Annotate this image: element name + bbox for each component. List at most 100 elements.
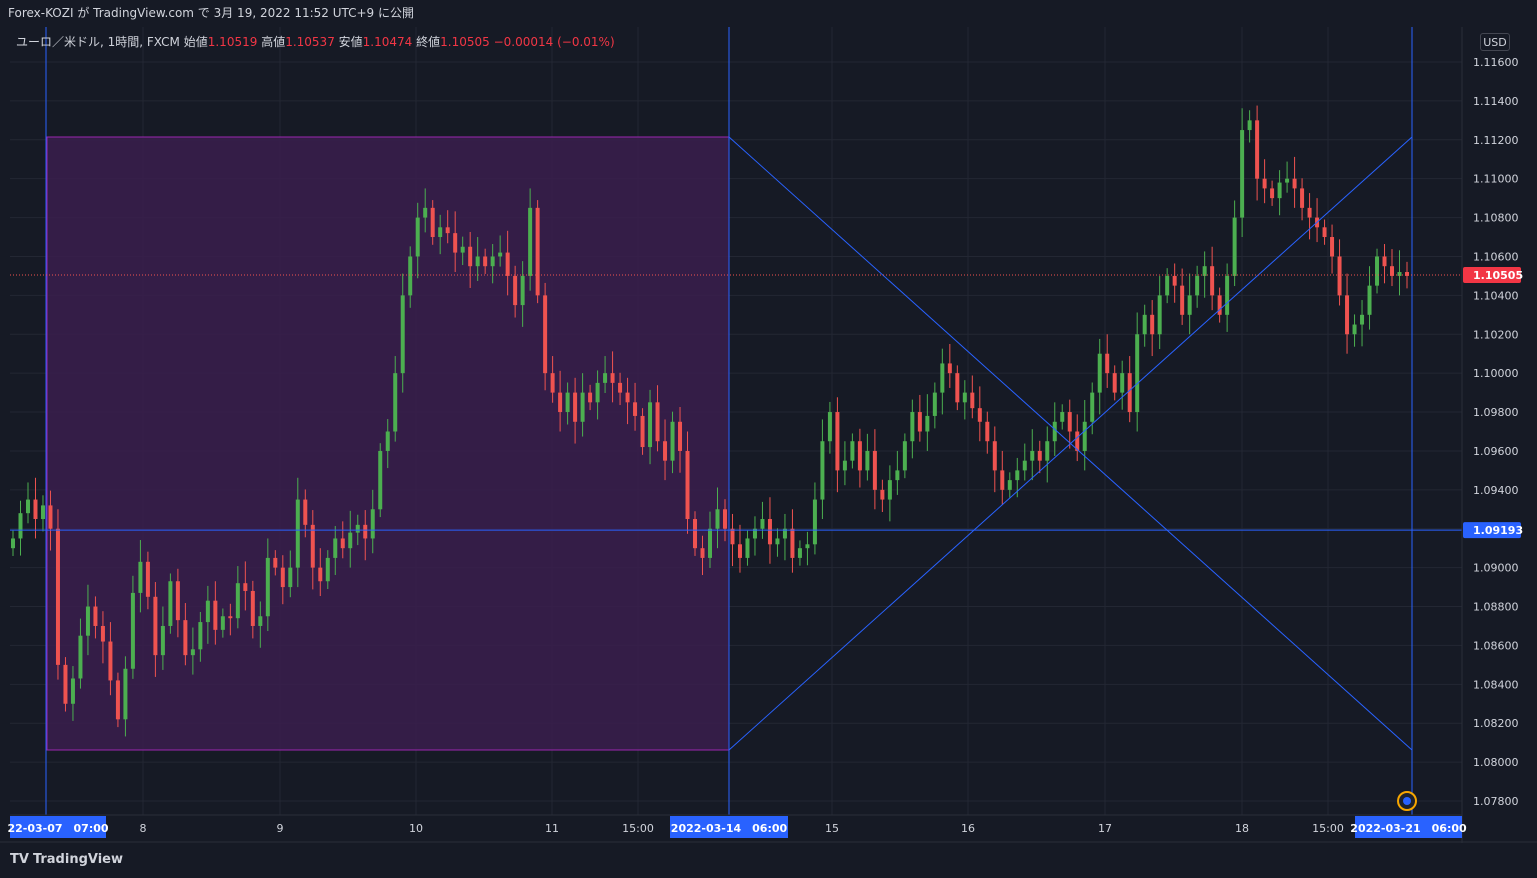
candle-body bbox=[153, 596, 158, 656]
candle-body bbox=[962, 392, 967, 403]
candle-body bbox=[258, 616, 263, 626]
candle bbox=[1262, 159, 1267, 204]
symbol-label[interactable]: ユーロ／米ドル, 1時間, FXCM bbox=[16, 35, 180, 49]
candle-body bbox=[1277, 182, 1282, 199]
candle bbox=[932, 382, 937, 429]
candle bbox=[827, 401, 832, 454]
candle bbox=[475, 237, 480, 281]
x-tick-label: 18 bbox=[1235, 822, 1249, 835]
candle bbox=[265, 538, 270, 632]
candle-body bbox=[775, 538, 780, 545]
candle-body bbox=[11, 538, 15, 549]
candle bbox=[588, 384, 593, 411]
candle-body bbox=[85, 606, 90, 636]
candle-body bbox=[25, 499, 30, 514]
candle-body bbox=[1225, 275, 1230, 315]
candle-body bbox=[445, 227, 450, 234]
candle-body bbox=[205, 600, 210, 623]
candle bbox=[797, 540, 802, 566]
candle bbox=[138, 540, 143, 613]
candle bbox=[820, 419, 825, 520]
candle-body bbox=[1195, 275, 1200, 296]
candle bbox=[340, 521, 345, 559]
candle-body bbox=[655, 402, 660, 442]
candle bbox=[1187, 273, 1192, 335]
candle-body bbox=[633, 402, 638, 416]
candle bbox=[325, 550, 330, 590]
y-tick-label: 1.10600 bbox=[1473, 250, 1519, 263]
candle bbox=[423, 188, 428, 233]
candle bbox=[213, 581, 218, 645]
candle-body bbox=[265, 557, 270, 617]
close-value: 1.10505 bbox=[440, 35, 490, 49]
close-label: 終値 bbox=[416, 35, 441, 49]
candle bbox=[535, 200, 540, 304]
candle bbox=[1240, 108, 1245, 238]
candle bbox=[962, 380, 967, 420]
y-tick-label: 1.08800 bbox=[1473, 601, 1519, 614]
replay-icon-dot bbox=[1403, 797, 1411, 805]
candle-body bbox=[895, 470, 900, 481]
candle bbox=[992, 426, 997, 493]
candle-body bbox=[393, 373, 398, 432]
candle bbox=[1157, 275, 1162, 350]
candle bbox=[1045, 426, 1050, 483]
y-tick-label: 1.09800 bbox=[1473, 406, 1519, 419]
candle-body bbox=[1037, 450, 1042, 461]
candle bbox=[115, 672, 120, 728]
candle-body bbox=[168, 581, 173, 626]
candle-body bbox=[678, 421, 683, 451]
candle-body bbox=[1067, 412, 1072, 432]
candle bbox=[1165, 268, 1170, 304]
candle bbox=[498, 235, 503, 267]
candle-body bbox=[325, 557, 330, 582]
y-tick-label: 1.09600 bbox=[1473, 445, 1519, 458]
candle-body bbox=[40, 505, 45, 520]
x-tick-label: 9 bbox=[277, 822, 284, 835]
candle-body bbox=[273, 557, 278, 568]
candle bbox=[415, 202, 420, 279]
y-tick-label: 1.07800 bbox=[1473, 795, 1519, 808]
candle-body bbox=[18, 513, 23, 539]
candle bbox=[438, 214, 443, 255]
candle-body bbox=[917, 412, 922, 432]
tradingview-logo[interactable]: 𝗧𝗩 TradingView bbox=[10, 852, 123, 867]
candle-body bbox=[408, 256, 413, 296]
candle-body bbox=[78, 635, 83, 679]
currency-button[interactable]: USD bbox=[1480, 33, 1510, 51]
candle-body bbox=[1390, 266, 1395, 276]
candle bbox=[1067, 399, 1072, 449]
candle-body bbox=[805, 544, 810, 549]
candle bbox=[333, 526, 338, 576]
candle bbox=[318, 548, 323, 597]
logo-text: TradingView bbox=[32, 852, 123, 867]
low-label: 安値 bbox=[338, 35, 363, 49]
candle-body bbox=[505, 252, 510, 276]
y-tick-label: 1.08600 bbox=[1473, 639, 1519, 652]
candle-body bbox=[400, 295, 405, 374]
candle bbox=[378, 443, 383, 518]
candle-body bbox=[887, 480, 892, 500]
candle bbox=[1390, 249, 1395, 287]
candle-body bbox=[160, 625, 165, 656]
candle bbox=[1217, 287, 1222, 323]
candle bbox=[408, 246, 413, 308]
candle-body bbox=[700, 548, 705, 558]
candle bbox=[812, 482, 817, 555]
candle bbox=[970, 375, 975, 419]
candle-body bbox=[453, 233, 458, 253]
candle-body bbox=[370, 509, 375, 539]
candle-body bbox=[588, 392, 593, 403]
candle bbox=[243, 561, 248, 611]
candle-body bbox=[1082, 421, 1087, 451]
candle-body bbox=[1262, 178, 1267, 189]
last-price-badge bbox=[1463, 266, 1521, 283]
candle bbox=[505, 230, 510, 296]
candle bbox=[400, 273, 405, 393]
candle bbox=[872, 429, 877, 510]
candle bbox=[835, 397, 840, 493]
x-tick-label: 16 bbox=[961, 822, 975, 835]
candle bbox=[63, 657, 68, 712]
candle bbox=[917, 394, 922, 442]
